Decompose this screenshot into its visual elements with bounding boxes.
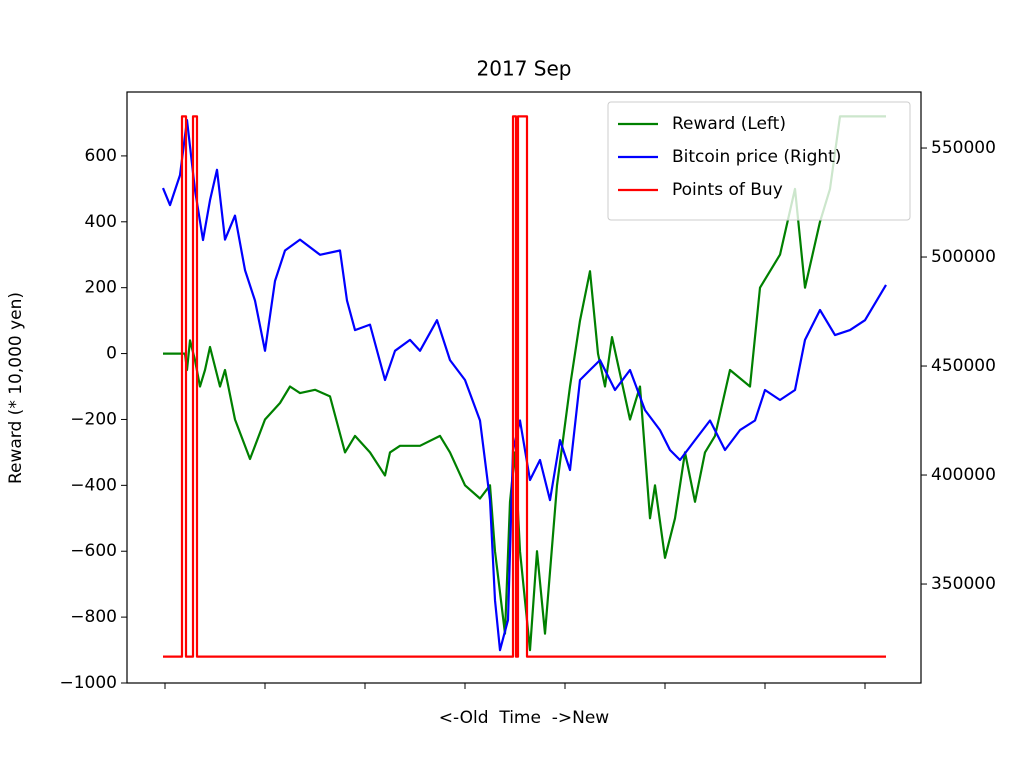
y2-tick-label: 500000 xyxy=(931,247,996,267)
series-line xyxy=(163,115,886,658)
y-tick-label: 400 xyxy=(85,212,117,232)
legend: Reward (Left) Bitcoin price (Right) Points… xyxy=(607,101,911,221)
y-tick-label: 200 xyxy=(85,278,117,298)
y-tick-label: 600 xyxy=(85,146,117,166)
y2-tick-label: 450000 xyxy=(931,356,996,376)
y-tick-label: 0 xyxy=(106,344,117,364)
chart-title: 2017 Sep xyxy=(477,57,572,81)
y-tick-label: −800 xyxy=(70,607,117,627)
plot-frame xyxy=(126,91,922,684)
series-line xyxy=(161,119,887,652)
y2-tick-label: 550000 xyxy=(931,138,996,158)
legend-box xyxy=(607,101,911,221)
y2-tick-label: 400000 xyxy=(931,465,996,485)
y-tick-label: −1000 xyxy=(59,673,117,693)
legend-label: Reward (Left) xyxy=(672,114,786,134)
y2-tick-label: 350000 xyxy=(931,574,996,594)
y-tick-label: −200 xyxy=(70,409,117,429)
legend-label: Points of Buy xyxy=(672,180,783,200)
y-tick-label: −600 xyxy=(70,541,117,561)
legend-label: Bitcoin price (Right) xyxy=(672,147,841,167)
x-axis-label: <-Old Time ->New xyxy=(439,708,610,728)
y-axis-label: Reward (* 10,000 yen) xyxy=(6,292,26,484)
y-tick-label: −400 xyxy=(70,475,117,495)
